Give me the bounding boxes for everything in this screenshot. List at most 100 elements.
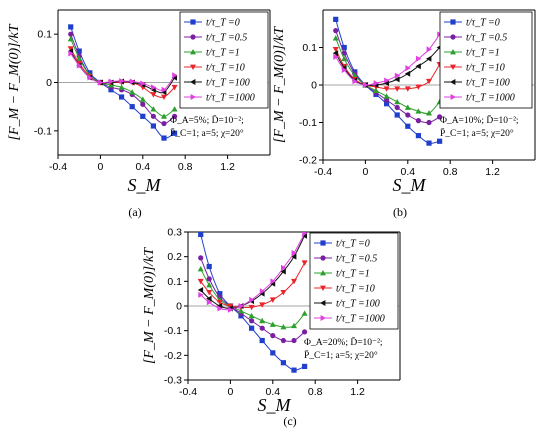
legend-box [439,11,533,109]
legend-entry: t/τ_T =1 [466,48,500,59]
x-tick-label: -0.4 [49,161,67,173]
legend-marker [320,300,326,306]
data-point [119,94,125,100]
legend: t/τ_T =0 t/τ_T =0.5 t/τ_T =1 t/τ_T =10 t/τ_T… [439,11,533,109]
data-point [150,106,157,112]
data-point [341,44,347,51]
parameter-annotation: Φ_A=20%; D̄=10⁻²; [304,336,383,348]
parameter-annotation: P̄_C=1; a=5; χ=20° [440,127,514,139]
y-axis-label: [F_M − F_M(0)]/kT [7,23,22,140]
data-point [139,96,146,102]
data-point [259,288,266,295]
legend-entry: t/τ_T =0 [206,18,240,29]
legend-box [309,232,399,330]
y-tick-label: -0.1 [299,117,317,129]
data-point [270,278,276,285]
x-tick-label: 1.2 [485,166,500,178]
data-point [384,97,390,103]
y-tick-label: -0.1 [164,325,182,337]
data-point [227,303,234,309]
data-point [373,87,379,94]
data-point [197,286,204,293]
data-point [68,31,74,37]
legend-entry: t/τ_T =100 [336,299,380,310]
data-point [426,78,432,85]
x-tick-label: 0.4 [400,166,415,178]
data-point [238,303,244,309]
data-point [333,16,339,22]
data-point [383,93,390,99]
data-point [108,78,114,85]
series-5 [68,50,178,93]
chart-panel-c: -0.4 0 0.4 0.8 1.2 -0.3 -0.2 -0.1 0 0.1 0.2 0.3 [F_M… [142,227,401,428]
data-point [341,67,348,73]
data-point [172,130,178,136]
data-point [373,80,379,87]
data-point [404,86,411,92]
legend-marker [450,34,456,40]
x-tick-label: 1.2 [220,161,235,173]
data-point [332,35,339,41]
legend-marker [190,94,196,100]
data-point [118,84,125,90]
legend-box [179,11,269,109]
y-axis-label: [F_M − F_M(0)]/kT [142,247,157,364]
legend-entry: t/τ_T =100 [466,78,510,89]
data-point [68,24,74,30]
series-line [70,33,175,125]
data-point [172,72,178,79]
data-point [280,290,287,296]
y-axis-label: [F_M − F_M(0)]/kT [272,26,287,143]
data-point [68,50,74,57]
data-point [394,104,400,111]
data-point [332,46,339,53]
legend-marker [320,255,326,261]
data-point [197,278,204,285]
y-tick-label: 0.2 [167,251,182,263]
data-point [363,82,369,88]
x-tick-label: 0.8 [308,386,323,398]
data-point [291,367,297,373]
data-point [129,78,136,85]
data-point [301,260,308,266]
data-point [341,50,347,56]
x-tick-label: 0 [227,386,233,398]
data-point [415,118,421,124]
y-tick-label: 0.1 [37,29,52,41]
data-point [206,295,212,302]
data-point [140,101,146,107]
data-point [426,55,432,62]
legend-marker [190,34,196,40]
x-axis-label: S_M [258,395,292,415]
y-tick-label: -0.2 [299,155,317,167]
x-tick-label: 0.8 [443,166,458,178]
data-point [140,80,146,87]
data-point [426,110,432,116]
data-point [248,312,255,319]
series-2 [67,36,178,119]
data-point [161,94,167,100]
data-point [206,290,213,296]
data-point [341,55,348,62]
data-point [291,253,297,260]
data-point [206,276,212,282]
data-point [119,78,125,85]
data-point [140,113,146,119]
legend-marker [320,240,326,246]
data-point [415,84,422,90]
series-4 [332,44,442,88]
y-tick-label: 0.3 [167,227,182,239]
panel-caption: (b) [393,205,407,219]
x-tick-label: -0.4 [314,166,332,178]
y-tick-label: -0.3 [164,375,182,387]
x-tick-label: -0.4 [179,386,197,398]
data-point [415,133,421,139]
data-point [394,112,400,118]
legend: t/τ_T =0 t/τ_T =0.5 t/τ_T =1 t/τ_T =10 t/τ_T… [179,11,269,109]
panel-caption: (a) [128,205,141,219]
x-axis-label: S_M [393,175,427,195]
parameter-annotation: Φ_A=5%; D̄=10⁻²; [170,114,244,126]
data-point [426,140,432,146]
legend-marker [190,49,196,55]
